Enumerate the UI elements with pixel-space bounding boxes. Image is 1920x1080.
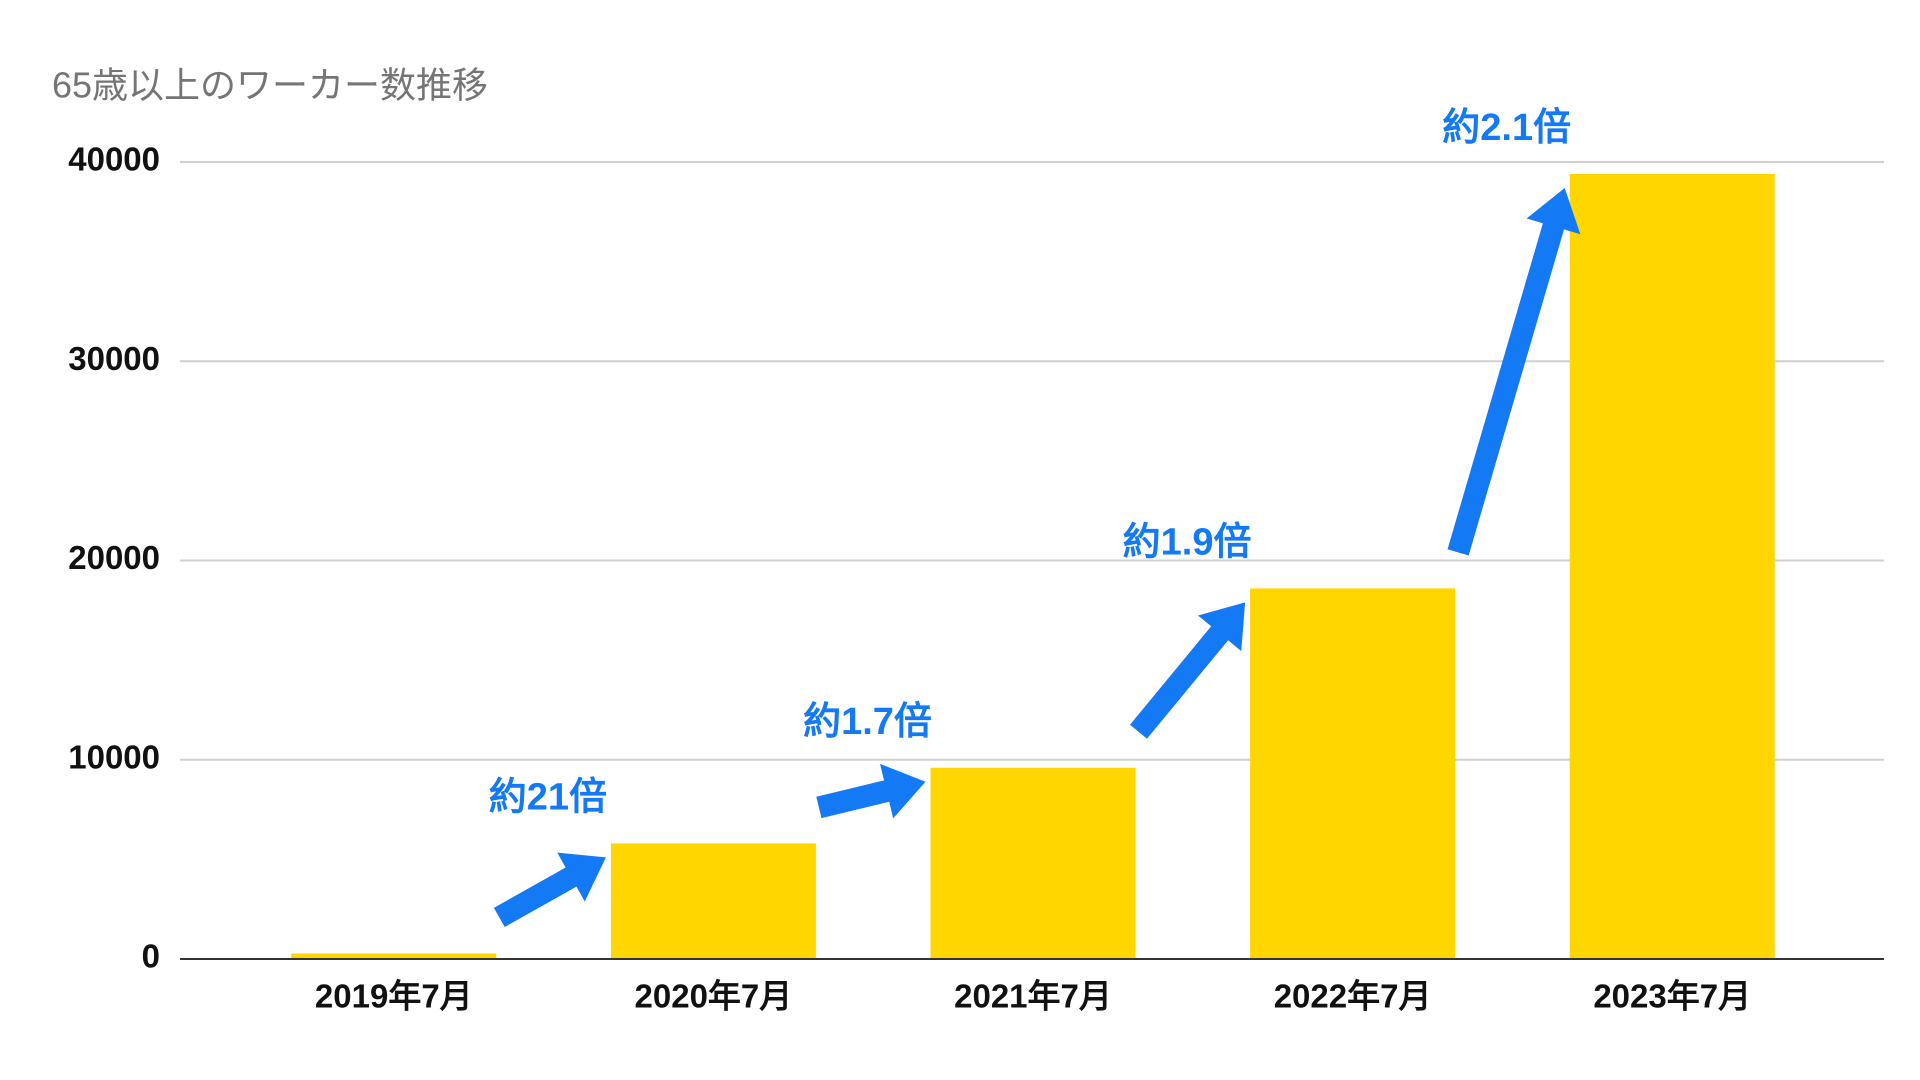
x-tick-label: 2021年7月 xyxy=(954,978,1112,1015)
y-tick-label: 20000 xyxy=(68,539,160,576)
growth-arrow xyxy=(1130,602,1246,739)
growth-label: 約21倍 xyxy=(489,776,607,818)
y-tick-label: 40000 xyxy=(68,141,160,178)
growth-arrow xyxy=(493,852,606,928)
y-tick-label: 0 xyxy=(142,938,160,975)
chart-title: 65歳以上のワーカー数推移 xyxy=(52,65,488,106)
growth-arrow xyxy=(816,763,926,819)
bar xyxy=(291,953,497,959)
y-tick-label: 10000 xyxy=(68,738,160,775)
bar xyxy=(930,767,1136,959)
bar xyxy=(610,843,816,959)
x-tick-label: 2023年7月 xyxy=(1593,978,1751,1015)
y-tick-label: 30000 xyxy=(68,340,160,377)
growth-label: 約2.1倍 xyxy=(1442,107,1571,149)
x-tick-label: 2019年7月 xyxy=(315,978,473,1015)
x-tick-label: 2020年7月 xyxy=(635,978,793,1015)
bar xyxy=(1250,588,1456,959)
growth-arrow xyxy=(1447,187,1581,556)
growth-label: 約1.7倍 xyxy=(803,701,932,743)
x-tick-label: 2022年7月 xyxy=(1274,978,1432,1015)
bar xyxy=(1569,173,1775,959)
growth-label: 約1.9倍 xyxy=(1123,521,1252,563)
